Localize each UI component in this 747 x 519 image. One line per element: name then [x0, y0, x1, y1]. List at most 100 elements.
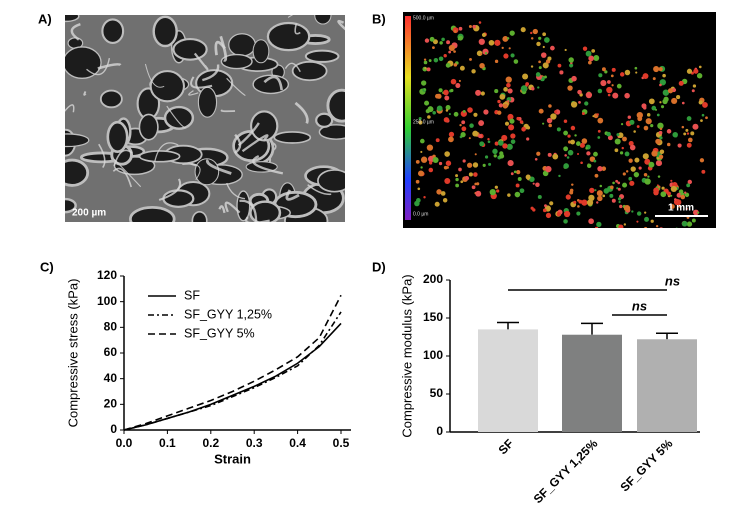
scaffold	[514, 191, 521, 198]
pore	[101, 18, 125, 44]
scaffold	[579, 142, 585, 148]
scaffold	[448, 136, 454, 143]
scaffold	[659, 83, 662, 87]
scaffold	[489, 189, 496, 196]
scaffold	[538, 60, 541, 64]
scaffold	[576, 211, 581, 216]
pore	[266, 21, 311, 52]
x-tick-label: SF_GYY 5%	[618, 436, 676, 494]
scaffold	[445, 105, 451, 111]
scaffold	[487, 140, 491, 144]
scaffold	[520, 27, 526, 33]
scaffold	[581, 112, 585, 116]
scaffold	[445, 62, 451, 68]
scaffold	[651, 105, 657, 111]
pore	[315, 112, 334, 128]
scaffold	[614, 138, 621, 145]
scaffold	[644, 226, 648, 228]
scaffold	[699, 158, 705, 163]
scaffold	[536, 151, 541, 156]
scaffold	[542, 32, 547, 37]
scaffold	[633, 171, 640, 178]
scaffold	[680, 194, 686, 200]
scaffold	[550, 113, 557, 120]
scaffold	[428, 167, 434, 173]
scaffold	[650, 219, 654, 223]
legend-label: SF	[184, 288, 200, 302]
scaffold	[662, 98, 668, 105]
scaffold	[655, 108, 658, 111]
scaffold	[666, 191, 671, 196]
scaffold	[581, 199, 588, 206]
scaffold	[636, 125, 640, 128]
scaffold	[576, 152, 580, 156]
scaffold	[686, 221, 693, 227]
x-tick-label: 0.5	[333, 436, 350, 450]
scaffold	[448, 113, 451, 116]
scaffold	[510, 139, 516, 144]
fiber	[252, 155, 284, 175]
scaffold	[510, 172, 514, 176]
scaffold	[589, 187, 595, 194]
scaffold	[646, 113, 651, 117]
fiber	[287, 15, 294, 18]
scaffold	[652, 77, 656, 81]
scaffold	[417, 187, 421, 191]
scaffold	[420, 166, 423, 169]
scaffold	[678, 80, 684, 86]
scaffold	[478, 134, 483, 139]
scaffold	[686, 116, 692, 121]
pore	[273, 131, 312, 144]
scaffold	[698, 65, 702, 69]
scaffold	[705, 116, 708, 120]
scaffold	[567, 134, 571, 138]
scaffold	[548, 104, 552, 108]
scaffold	[625, 230, 628, 233]
scaffold	[501, 46, 504, 50]
scaffold	[570, 101, 578, 108]
scaffold	[487, 137, 490, 141]
scaffold	[650, 124, 654, 128]
scaffold	[616, 187, 619, 190]
scaffold	[438, 88, 443, 93]
scaffold	[540, 52, 547, 58]
scaffold	[468, 137, 471, 140]
y-tick-label: 40	[104, 371, 118, 385]
scaffold	[631, 210, 634, 213]
x-tick-label: SF_GYY 1,25%	[531, 436, 601, 506]
scaffold	[424, 67, 427, 70]
scaffold	[526, 126, 531, 130]
comparison-label: ns	[665, 273, 680, 288]
scaffold	[594, 173, 599, 178]
scaffold	[563, 210, 571, 218]
scaffold	[656, 232, 660, 236]
scaffold	[692, 123, 699, 130]
pore	[65, 158, 90, 187]
fiber	[112, 167, 133, 188]
pore	[197, 86, 218, 118]
scaffold	[677, 231, 680, 234]
scaffold	[475, 89, 482, 96]
scaffold	[618, 224, 624, 228]
scaffold	[567, 149, 574, 156]
scaffold	[494, 39, 501, 46]
pore	[252, 39, 270, 64]
scaffold	[601, 67, 606, 72]
scaffold	[644, 216, 649, 222]
y-tick-label: 20	[104, 397, 118, 411]
scaffold	[586, 163, 592, 169]
scaffold	[629, 180, 635, 186]
scaffold	[530, 37, 534, 40]
scaffold	[655, 160, 663, 167]
scaffold	[644, 178, 651, 185]
scaffold	[507, 160, 514, 167]
fiber	[239, 199, 258, 222]
scaffold	[468, 24, 472, 29]
scaffold	[697, 211, 700, 214]
scaffold	[611, 198, 616, 203]
scaffold	[657, 122, 664, 129]
scaffold	[428, 161, 433, 165]
fiber	[220, 109, 236, 113]
scaffold	[459, 123, 462, 127]
scaffold	[505, 76, 512, 83]
